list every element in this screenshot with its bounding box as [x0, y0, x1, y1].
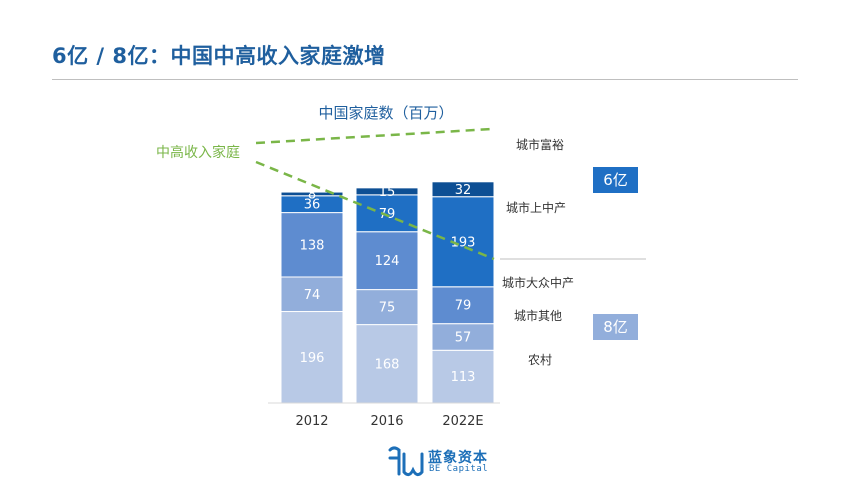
brand-logo: 蓝象资本 BE Capital [386, 444, 516, 480]
bar-2012-series-0 [280, 311, 344, 404]
bar-2012-series-2 [280, 212, 344, 278]
value-label-2016-series-0: 168 [375, 357, 400, 372]
bar-2022E-series-1 [431, 323, 495, 351]
bars-group [280, 181, 495, 404]
series-label-3: 城市上中产 [506, 200, 566, 215]
series-label-0: 农村 [528, 353, 552, 367]
category-label-2022E: 2022E [442, 414, 483, 429]
value-label-2012-series-0: 196 [300, 351, 325, 366]
side-label-8yi: 8亿 [593, 314, 638, 340]
value-label-2022E-series-0: 113 [451, 370, 476, 385]
value-label-2016-series-2: 124 [375, 254, 400, 269]
bar-2022E-series-4 [431, 181, 495, 198]
side-label-6yi: 6亿 [593, 167, 638, 193]
bar-2016-series-1 [355, 289, 419, 326]
bar-2022E-series-0 [431, 349, 495, 404]
bar-2016-series-0 [355, 324, 419, 404]
category-label-2012: 2012 [295, 414, 328, 429]
bar-2012-series-4 [280, 191, 344, 197]
value-label-2022E-series-4: 32 [455, 183, 472, 198]
annotation-line-top [255, 127, 493, 145]
value-label-2022E-series-2: 79 [455, 299, 472, 314]
bar-2016-series-4 [355, 187, 419, 196]
value-label-2022E-series-1: 57 [455, 330, 472, 345]
bar-2012-series-1 [280, 276, 344, 313]
bar-2022E-series-3 [431, 196, 495, 288]
page-title: 6亿 / 8亿：中国中高收入家庭激增 [52, 44, 386, 68]
value-label-2012-series-1: 74 [304, 288, 321, 303]
logo-chinese-text: 蓝象资本 [428, 450, 488, 466]
bar-2022E-series-2 [431, 286, 495, 325]
logo-mark-icon [388, 446, 424, 477]
category-labels-group: 2012 2016 2022E [295, 414, 483, 429]
value-label-2012-series-2: 138 [300, 238, 325, 253]
logo-english-text: BE Capital [429, 464, 489, 474]
value-label-2016-series-4: 15 [379, 185, 396, 200]
value-label-2022E-series-3: 193 [451, 235, 476, 250]
category-label-2016: 2016 [370, 414, 403, 429]
chart-title: 中国家庭数（百万） [318, 104, 453, 122]
value-label-2016-series-1: 75 [379, 301, 396, 316]
series-label-4: 城市富裕 [516, 137, 564, 152]
series-label-2: 城市大众中产 [502, 275, 574, 290]
title-divider [52, 79, 798, 80]
series-label-1: 城市其他 [514, 308, 562, 323]
value-label-2012-series-3: 36 [304, 198, 321, 213]
value-label-2012-series-4: 8 [308, 187, 316, 202]
annotation-label: 中高收入家庭 [156, 144, 240, 161]
annotation-line-bottom [255, 160, 495, 261]
